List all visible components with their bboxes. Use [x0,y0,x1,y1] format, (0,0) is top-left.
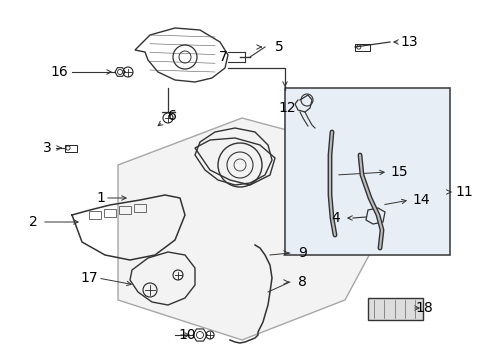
Bar [285,88,450,255]
Bar [89,211,101,219]
Text: 15: 15 [390,165,408,179]
Text: 6: 6 [168,109,177,123]
Text: 17: 17 [80,271,98,285]
Text: 5: 5 [275,40,284,54]
Bar [355,44,370,50]
Text: 1: 1 [96,191,105,205]
Bar [104,209,116,217]
Text: 14: 14 [412,193,430,207]
Text: 12: 12 [278,101,295,115]
Text: 9: 9 [298,246,307,260]
Text: 2: 2 [29,215,38,229]
Text: 13: 13 [400,35,417,49]
Text: 8: 8 [298,275,307,289]
Text: 11: 11 [455,185,473,199]
Bar [368,298,423,320]
Text: 4: 4 [331,211,340,225]
Text: 7: 7 [219,50,228,64]
Text: 10: 10 [178,328,196,342]
Bar [119,206,131,214]
Bar [134,204,146,212]
Text: 3: 3 [43,141,52,155]
Text: 18: 18 [415,301,433,315]
Bar [65,144,77,152]
Polygon shape [118,118,380,340]
Text: 16: 16 [50,65,68,79]
